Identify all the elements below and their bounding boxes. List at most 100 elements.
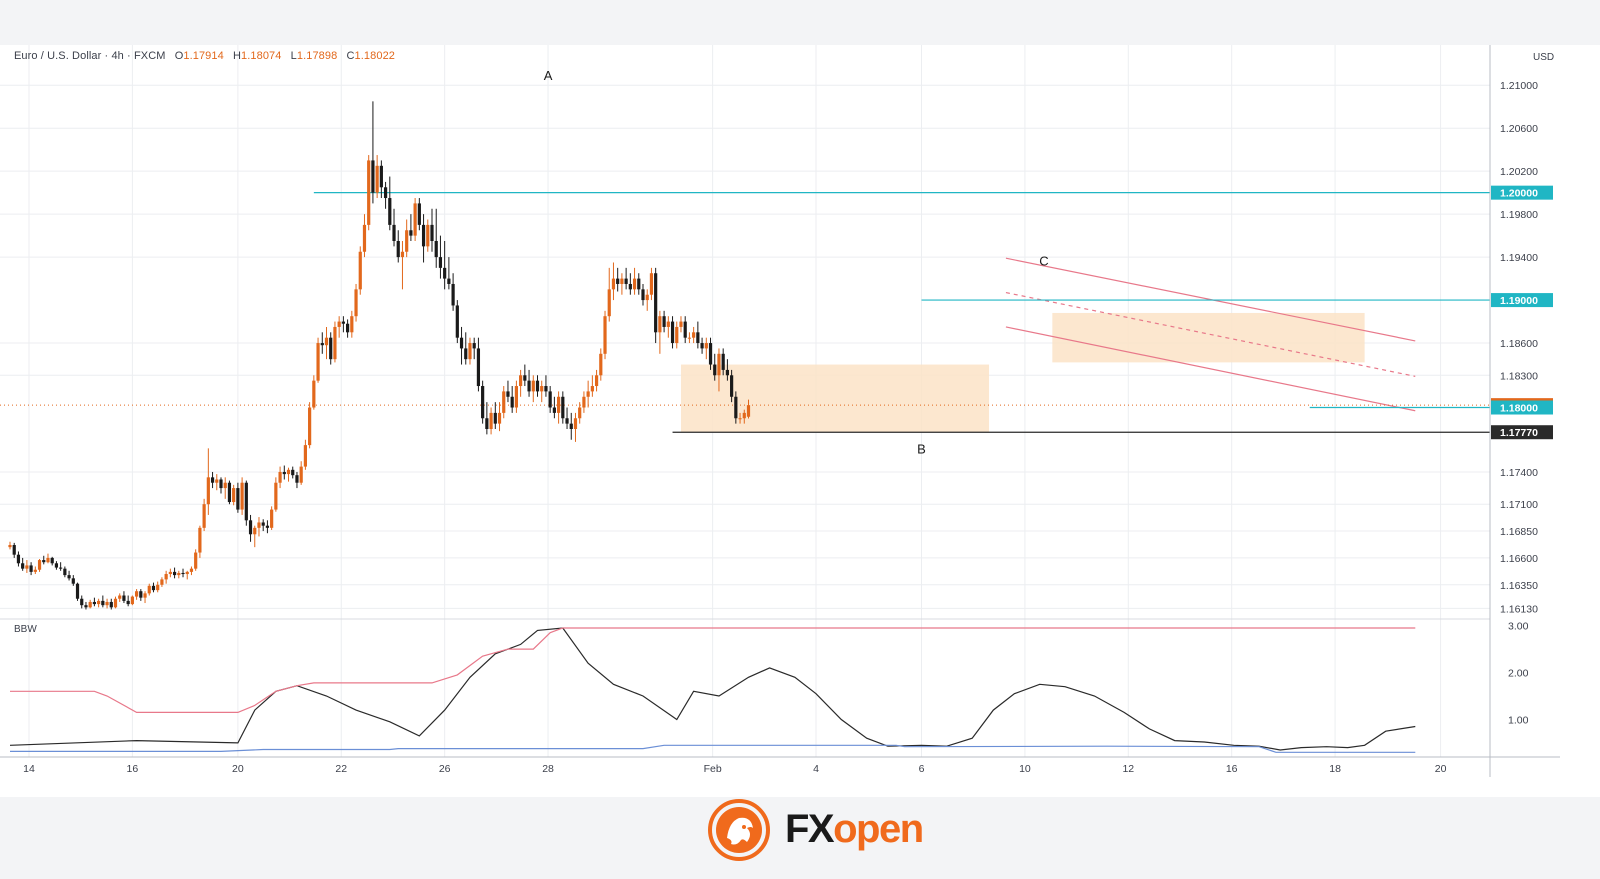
candle: [734, 391, 738, 424]
candle: [641, 283, 645, 306]
candle-body: [514, 386, 518, 408]
candle-body: [379, 165, 383, 188]
candle: [248, 514, 253, 542]
candle-body: [50, 557, 54, 564]
candle-body: [535, 380, 540, 392]
candle: [670, 316, 675, 349]
candle-body: [497, 412, 502, 424]
candle: [346, 319, 350, 338]
candle: [573, 412, 578, 442]
candle: [692, 326, 696, 344]
candle-body: [544, 386, 548, 392]
candle-body: [232, 488, 236, 503]
candle: [63, 566, 67, 578]
candle: [662, 310, 666, 333]
candle: [316, 337, 320, 383]
candle-body: [286, 469, 291, 475]
candle-body: [510, 396, 514, 408]
candle-body: [417, 203, 421, 225]
candle-body: [181, 572, 185, 575]
candle-body: [687, 337, 692, 339]
symbol-name: Euro / U.S. Dollar · 4h · FXCM: [14, 50, 166, 62]
candle-body: [160, 579, 164, 585]
candle: [527, 369, 531, 397]
candle: [303, 439, 307, 470]
candle: [632, 267, 637, 295]
price-label-text: 1.18000: [1500, 403, 1538, 415]
candle: [240, 477, 244, 515]
price-tick-label: 1.19800: [1500, 209, 1538, 221]
candle-body: [329, 337, 333, 360]
currency-label[interactable]: USD: [1533, 52, 1555, 63]
candle: [637, 273, 641, 295]
candle: [493, 402, 497, 429]
candle-body: [738, 418, 742, 420]
candle-body: [350, 316, 354, 333]
candle: [738, 412, 742, 424]
candle: [713, 353, 717, 381]
candle: [126, 595, 130, 607]
candle: [278, 466, 282, 489]
candle: [616, 267, 620, 292]
candle-body: [468, 343, 472, 360]
candle-body: [578, 407, 582, 419]
candle-body: [236, 488, 240, 510]
candle: [464, 332, 468, 365]
candles: [8, 101, 751, 610]
candle: [489, 407, 493, 435]
candle: [215, 474, 219, 491]
candle: [147, 583, 151, 596]
candle: [510, 386, 514, 413]
candle-body: [151, 585, 156, 591]
price-label-text: 1.17770: [1500, 427, 1538, 439]
time-tick-label: 10: [1019, 763, 1031, 775]
candle: [244, 480, 248, 526]
candle-body: [586, 391, 590, 397]
candle-body: [654, 273, 658, 333]
candle-body: [392, 224, 396, 241]
candle: [350, 310, 354, 338]
candle-body: [426, 224, 430, 247]
candle-body: [708, 343, 713, 365]
candle-body: [746, 405, 751, 417]
candle-body: [375, 165, 379, 193]
candle-body: [599, 353, 603, 376]
candle-body: [118, 595, 122, 599]
candle: [113, 596, 118, 609]
candle-body: [557, 396, 561, 413]
candle-body: [632, 278, 637, 290]
candle-body: [413, 203, 417, 236]
candle-body: [291, 469, 295, 476]
lion-emblem-icon: [708, 799, 770, 861]
time-tick-label: 14: [23, 763, 35, 775]
candle-body: [139, 591, 143, 598]
candle: [586, 380, 590, 408]
price-tick-label: 1.21000: [1500, 80, 1538, 92]
candle: [683, 316, 687, 344]
candle: [202, 498, 206, 532]
candle-body: [476, 348, 481, 387]
candle: [569, 412, 573, 440]
candle-body: [700, 343, 704, 349]
candle: [236, 482, 240, 513]
candle-body: [742, 412, 746, 419]
candle-body: [164, 574, 168, 580]
candle: [409, 214, 413, 241]
candle-body: [628, 283, 632, 290]
candle: [181, 568, 185, 578]
candle: [531, 375, 535, 403]
candle-body: [523, 375, 527, 381]
candle-body: [527, 380, 531, 392]
candle-body: [502, 391, 506, 413]
candle-body: [320, 343, 324, 346]
price-label-text: 1.20000: [1500, 188, 1538, 200]
candle-body: [168, 571, 172, 575]
candle-body: [227, 482, 232, 503]
candle: [151, 582, 156, 593]
candle-body: [278, 471, 282, 483]
indicator-name[interactable]: BBW: [14, 624, 37, 635]
candle: [405, 219, 409, 258]
candle: [265, 520, 270, 534]
candle: [337, 316, 341, 338]
candle: [84, 601, 88, 610]
